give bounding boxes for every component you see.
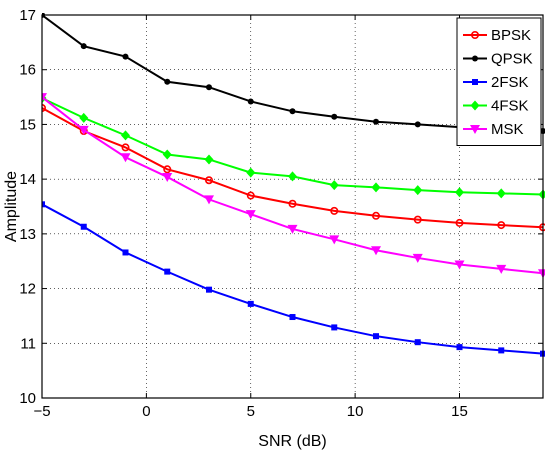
legend-label: 4FSK — [491, 98, 529, 115]
data-point — [456, 344, 463, 351]
legend-item-msk: MSK — [463, 121, 524, 138]
plot-frame — [41, 14, 544, 399]
legend-marker — [470, 100, 480, 111]
data-point — [331, 113, 338, 120]
data-point — [162, 149, 172, 160]
data-point — [122, 53, 129, 60]
data-point — [497, 221, 506, 230]
data-point — [289, 108, 296, 115]
legend-label: QPSK — [491, 51, 533, 68]
y-tick-label: 14 — [19, 171, 36, 188]
data-point — [412, 253, 423, 263]
data-point — [455, 187, 464, 198]
data-point — [373, 118, 379, 125]
data-point — [79, 112, 89, 123]
data-point — [498, 347, 505, 354]
data-point — [246, 191, 255, 200]
data-point — [287, 224, 298, 234]
legend-marker — [470, 125, 480, 134]
legend-label: MSK — [491, 121, 524, 138]
data-point — [121, 130, 130, 141]
x-tick-label: 15 — [451, 403, 468, 420]
data-point — [206, 84, 212, 91]
data-point — [496, 264, 507, 274]
data-point — [330, 206, 339, 215]
data-point — [331, 324, 338, 331]
data-point — [121, 143, 130, 152]
data-point — [204, 154, 214, 165]
data-point — [120, 153, 131, 163]
legend-marker — [470, 30, 479, 39]
tick-labels: −5 0 5 10 15 10 11 12 13 14 15 16 17 — [19, 7, 468, 420]
x-axis-label: SNR (dB) — [258, 433, 326, 450]
data-point — [413, 185, 423, 196]
data-point — [78, 125, 89, 135]
legend-marker — [472, 55, 478, 62]
x-tick-label: −5 — [33, 403, 50, 420]
data-point — [164, 78, 171, 85]
data-point — [329, 235, 340, 245]
data-point — [288, 171, 297, 182]
x-tick-label: 0 — [142, 403, 150, 420]
data-point — [289, 314, 296, 321]
series-msk — [42, 93, 545, 279]
legend-item-4fsk: 4FSK — [463, 98, 529, 115]
data-point — [371, 211, 380, 220]
data-point — [206, 286, 212, 293]
y-tick-label: 13 — [19, 226, 36, 243]
data-point — [329, 180, 339, 191]
data-point — [373, 333, 379, 340]
legend-label: 2FSK — [491, 74, 529, 91]
series-line — [42, 107, 544, 229]
y-tick-label: 12 — [19, 281, 36, 298]
y-tick-label: 15 — [19, 116, 36, 133]
y-tick-label: 11 — [20, 335, 36, 352]
data-point — [371, 246, 381, 256]
data-point — [42, 201, 45, 208]
data-point — [204, 195, 214, 205]
data-point — [414, 121, 421, 128]
legend-marker — [472, 79, 478, 85]
legend-item-qpsk: QPSK — [463, 51, 533, 68]
data-point — [80, 223, 87, 230]
data-point — [413, 215, 422, 224]
data-point — [42, 93, 47, 103]
data-point — [414, 339, 421, 346]
legend: BPSK QPSK 2FSK 4FSK MSK — [456, 17, 542, 146]
data-point — [247, 98, 254, 105]
data-point — [455, 218, 464, 227]
y-tick-label: 16 — [19, 62, 36, 79]
data-point — [246, 167, 256, 178]
data-point — [162, 172, 173, 182]
legend-label: BPSK — [491, 27, 531, 44]
series-4fsk — [42, 93, 545, 200]
series-2fsk — [42, 201, 545, 357]
y-tick-label: 10 — [19, 390, 36, 407]
data-point — [80, 43, 87, 50]
data-point — [371, 182, 381, 193]
x-tick-label: 5 — [247, 403, 255, 420]
series-bpsk — [42, 104, 545, 232]
legend-item-2fsk: 2FSK — [463, 74, 529, 91]
data-point — [42, 104, 46, 113]
data-point — [454, 260, 465, 270]
data-point — [245, 210, 256, 220]
data-point — [164, 268, 171, 275]
data-point — [122, 249, 129, 256]
data-point — [496, 188, 506, 199]
data-point — [205, 176, 214, 185]
y-axis-label: Amplitude — [3, 171, 20, 242]
data-point — [163, 165, 172, 174]
x-tick-label: 10 — [347, 403, 364, 420]
y-tick-label: 17 — [19, 7, 36, 24]
data-point — [247, 300, 254, 307]
legend-item-bpsk: BPSK — [463, 27, 531, 44]
data-point — [288, 199, 297, 208]
